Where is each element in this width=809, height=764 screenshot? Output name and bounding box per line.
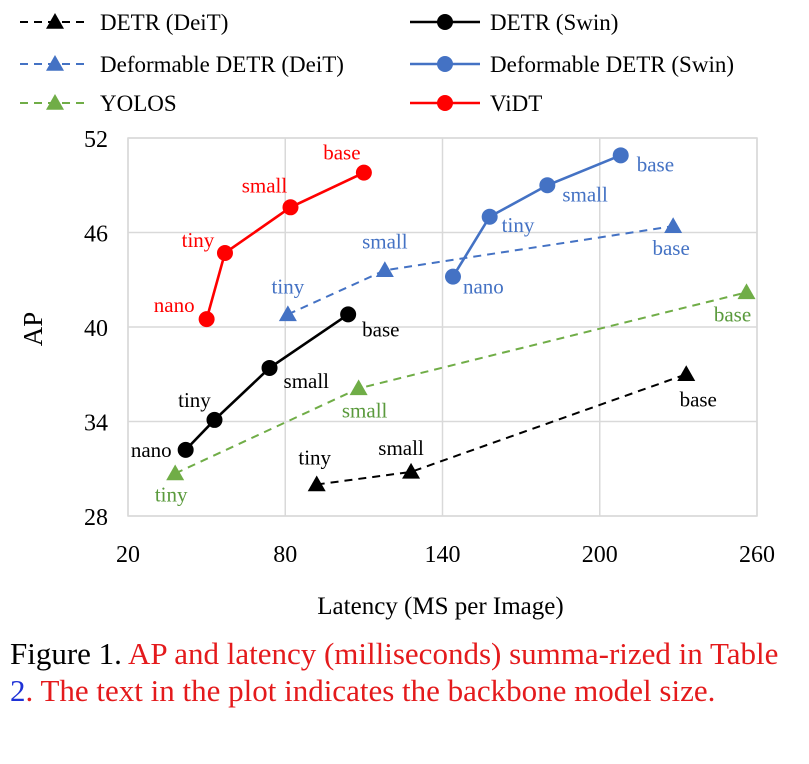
legend-marker-deformable-detr-swin [437,56,453,72]
vidt-point [282,199,299,216]
legend-marker-yolos [46,94,64,110]
detr-deit-data-label: base [680,387,717,411]
detr-swin-data-label: small [284,369,330,393]
yolos-point [737,283,756,300]
yolos-point [349,379,368,396]
detr-swin-point [177,441,194,458]
x-axis-title: Latency (MS per Image) [317,593,563,620]
legend-label-deformable-detr-swin: Deformable DETR (Swin) [490,52,734,77]
legend-label-detr-swin: DETR (Swin) [490,10,618,35]
vidt-data-label: tiny [182,228,215,252]
vidt-point [355,164,372,181]
detr-deit-data-label: small [378,436,424,460]
legend-marker-deformable-detr-deit [46,55,64,71]
deformable-detr-deit-data-label: tiny [272,274,305,298]
legend-marker-detr-deit [46,13,64,29]
deformable-detr-swin-point [444,268,461,285]
deformable-detr-deit-line [287,225,674,316]
chart: 20 80 140 200 260 28 34 40 46 52 Latency (MS per I… [18,10,775,620]
legend-label-vidt: ViDT [490,91,542,116]
detr-swin-line [184,313,349,451]
deformable-detr-swin-line [451,154,622,278]
detr-deit-data-label: tiny [298,446,331,470]
yolos-point [166,464,185,481]
detr-swin-point [206,411,223,428]
x-tick-label: 200 [582,542,618,568]
detr-deit-point [677,365,696,381]
caption-table-ref[interactable]: 2 [10,672,26,708]
deformable-detr-swin-point [539,177,556,194]
vidt-point [216,244,233,261]
deformable-detr-deit-point [375,261,394,278]
vidt-data-label: base [323,141,360,165]
vidt-line [205,171,365,320]
deformable-detr-swin-data-label: small [562,182,608,206]
detr-swin-data-label: tiny [178,388,211,412]
detr-deit-line [316,373,687,486]
legend-marker-vidt [437,95,453,111]
legend-label-yolos: YOLOS [100,91,177,116]
plot-frame [127,137,758,517]
deformable-detr-deit-data-label: small [362,229,408,253]
yolos-line [174,291,747,475]
legend-label-detr-deit: DETR (DeiT) [100,10,228,35]
y-tick-label: 28 [84,505,108,531]
y-tick-label: 46 [84,222,108,248]
detr-swin-point [261,359,278,376]
detr-swin-data-label: nano [131,438,172,462]
deformable-detr-swin-data-label: tiny [502,213,535,237]
detr-deit-point [307,475,326,492]
deformable-detr-deit-point [278,305,297,322]
yolos-data-label: small [342,398,388,422]
figure-caption: Figure 1. AP and latency (milliseconds) … [10,636,805,710]
x-tick-label: 260 [739,542,775,568]
caption-prefix: Figure 1. [10,636,122,671]
deformable-detr-swin-point [481,208,498,225]
vidt-data-label: nano [154,293,195,317]
detr-swin-data-label: base [362,317,399,341]
y-tick-label: 40 [84,316,108,342]
detr-swin-point [340,306,357,323]
legend-marker-detr-swin [437,14,453,30]
x-tick-label: 140 [425,542,461,568]
yolos-data-label: base [714,302,751,326]
detr-deit-point [402,462,421,479]
legend-label-deformable-detr-deit: Deformable DETR (DeiT) [100,52,344,77]
x-tick-label: 80 [273,542,297,568]
caption-text-1: AP and latency (milliseconds) summa-rize… [127,636,779,671]
vidt-point [198,311,215,328]
y-tick-label: 52 [84,127,108,153]
deformable-detr-swin-point [612,147,629,164]
y-axis-title: AP [18,312,48,347]
deformable-detr-deit-point [664,217,683,233]
deformable-detr-swin-data-label: nano [463,275,504,299]
caption-text-2: . The text in the plot indicates the bac… [25,672,716,708]
deformable-detr-swin-data-label: base [637,152,674,176]
vidt-data-label: small [242,173,288,197]
y-tick-label: 34 [84,411,108,437]
x-tick-label: 20 [116,542,140,568]
deformable-detr-deit-data-label: base [652,236,689,260]
yolos-data-label: tiny [155,482,188,506]
